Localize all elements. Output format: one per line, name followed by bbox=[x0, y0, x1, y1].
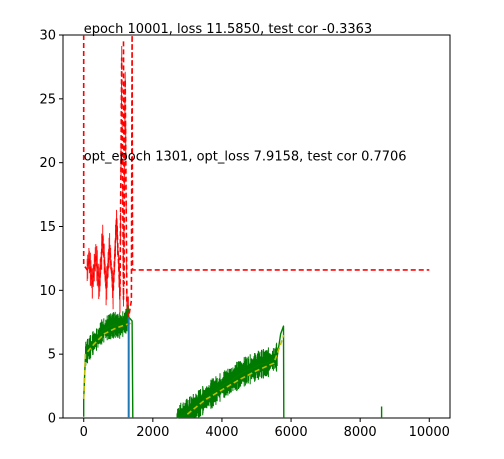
series-line-5 bbox=[186, 334, 285, 415]
x-tick-label: 10000 bbox=[409, 425, 450, 440]
y-tick-label: 15 bbox=[39, 220, 56, 235]
y-tick-label: 0 bbox=[48, 412, 56, 427]
y-tick-label: 20 bbox=[39, 156, 56, 171]
x-tick-label: 2000 bbox=[136, 425, 169, 440]
y-tick-label: 5 bbox=[48, 348, 56, 363]
series-line-1 bbox=[122, 41, 125, 285]
series-line-3 bbox=[176, 325, 285, 419]
y-tick-label: 10 bbox=[39, 284, 56, 299]
x-tick-label: 8000 bbox=[344, 425, 377, 440]
y-tick-label: 30 bbox=[39, 29, 56, 44]
annotation-1: opt_epoch 1301, opt_loss 7.9158, test co… bbox=[84, 150, 407, 165]
y-tick-label: 25 bbox=[39, 92, 56, 107]
annotation-0: epoch 10001, loss 11.5850, test cor -0.3… bbox=[84, 22, 372, 37]
x-tick-label: 0 bbox=[80, 425, 88, 440]
x-tick-label: 4000 bbox=[205, 425, 238, 440]
x-tick-label: 6000 bbox=[275, 425, 308, 440]
x-ticks: 0 2000 4000 6000 8000 10000 bbox=[80, 418, 450, 440]
annotations: epoch 10001, loss 11.5850, test cor -0.3… bbox=[84, 22, 407, 165]
y-ticks: 0 5 10 15 20 25 30 bbox=[39, 29, 63, 427]
